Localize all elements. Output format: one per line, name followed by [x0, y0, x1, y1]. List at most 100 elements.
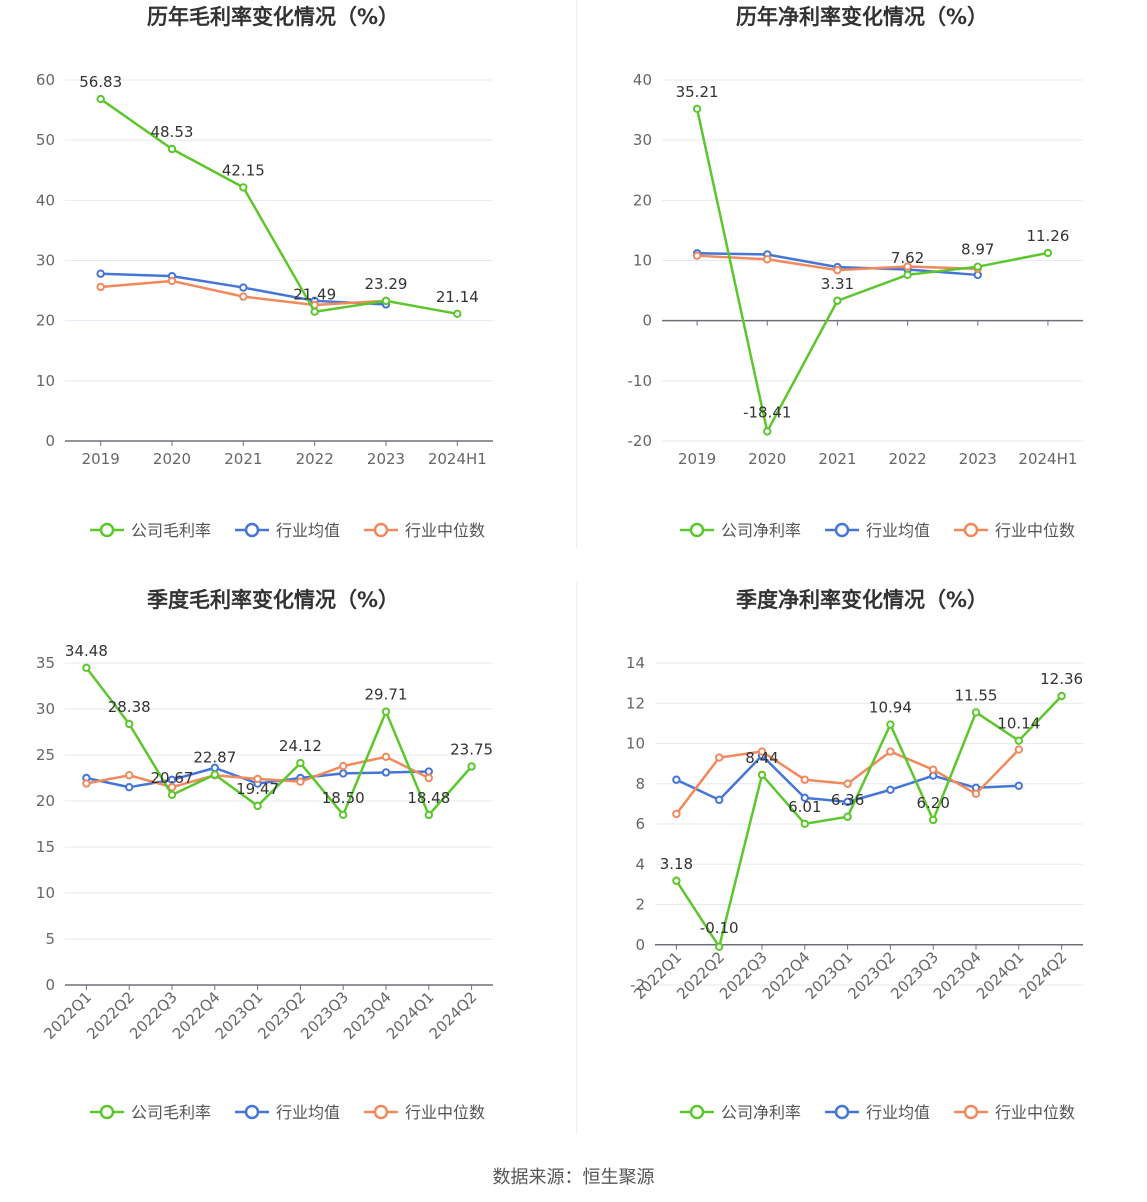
data-point: [253, 801, 262, 811]
legend-marker: [689, 522, 705, 538]
y-tick-label: 40: [36, 191, 55, 209]
legend-label: 公司净利率: [721, 521, 801, 540]
y-tick-label: 50: [36, 131, 55, 149]
data-label: 21.49: [293, 286, 336, 304]
legend-label: 公司净利率: [721, 1103, 801, 1122]
data-label: 6.20: [916, 794, 949, 812]
data-point: [672, 775, 681, 784]
data-point: [833, 296, 842, 305]
data-label: 28.38: [108, 698, 151, 716]
data-point: [96, 94, 105, 104]
data-label: 42.15: [222, 161, 265, 179]
data-point: [96, 269, 105, 278]
data-label: 10.94: [869, 699, 912, 717]
data-point: [239, 292, 248, 301]
data-point: [125, 771, 134, 780]
data-label: 8.97: [961, 241, 994, 259]
y-tick-label: 6: [635, 815, 645, 833]
data-label: 23.75: [450, 741, 493, 759]
y-tick-label: 0: [635, 936, 645, 954]
legend-item: 行业均值: [235, 521, 340, 540]
legend-marker: [99, 1104, 115, 1120]
data-point: [715, 795, 724, 805]
legend-item: 公司毛利率: [90, 521, 211, 540]
y-tick-label: 30: [36, 700, 55, 718]
data-point: [929, 765, 938, 774]
data-label: 10.14: [997, 715, 1040, 733]
x-tick-label: 2022: [888, 450, 926, 468]
x-tick-label: 2024H1: [428, 450, 487, 468]
data-point: [1014, 745, 1023, 754]
data-point: [1043, 248, 1053, 258]
x-tick-label: 2024Q2: [1016, 948, 1071, 1003]
data-point: [800, 775, 809, 784]
y-tick-label: 15: [36, 838, 55, 856]
legend-label: 行业均值: [866, 1103, 930, 1122]
legend-item: 行业中位数: [364, 1103, 485, 1122]
data-point: [715, 942, 724, 951]
data-label: 23.29: [365, 275, 408, 293]
legend-marker: [834, 1104, 850, 1120]
data-point: [672, 809, 681, 819]
y-tick-label: 10: [36, 372, 55, 390]
legend-label: 公司毛利率: [131, 521, 211, 540]
data-point: [763, 255, 772, 264]
data-label: 48.53: [151, 123, 194, 141]
data-label: 35.21: [676, 83, 719, 101]
data-point: [973, 262, 982, 271]
x-tick-label: 2019: [678, 450, 716, 468]
legend-item: 行业中位数: [954, 1103, 1075, 1122]
data-point: [210, 770, 220, 779]
data-label: 24.12: [279, 737, 322, 755]
legend-label: 行业中位数: [405, 1103, 485, 1122]
y-tick-label: 0: [642, 312, 652, 330]
y-tick-label: 5: [45, 930, 55, 948]
data-point: [800, 793, 809, 803]
data-point: [381, 707, 391, 716]
data-label: 12.36: [1040, 670, 1083, 688]
data-point: [453, 309, 462, 319]
data-point: [253, 774, 262, 784]
data-point: [886, 720, 895, 729]
data-point: [339, 769, 348, 778]
y-tick-label: 10: [36, 884, 55, 902]
legend-label: 行业中位数: [995, 1103, 1075, 1122]
legend-item: 行业中位数: [954, 521, 1075, 540]
data-label: 6.01: [788, 798, 821, 816]
legend-item: 公司净利率: [680, 521, 801, 540]
data-point: [843, 812, 852, 821]
data-point: [339, 761, 348, 771]
x-tick-label: 2022: [296, 450, 334, 468]
data-point: [763, 427, 772, 436]
data-label: 18.48: [407, 789, 450, 807]
legend-label: 行业均值: [866, 521, 930, 540]
x-tick-label: 2024Q2: [426, 988, 481, 1043]
data-point: [296, 758, 305, 768]
y-tick-label: 12: [626, 694, 645, 712]
data-point: [903, 262, 912, 271]
legend-item: 行业均值: [235, 1103, 340, 1122]
y-tick-label: 40: [633, 71, 652, 89]
y-tick-label: 10: [633, 252, 652, 270]
x-tick-label: 2023: [959, 450, 997, 468]
data-label: 21.14: [436, 288, 479, 306]
chart-title: 季度净利率变化情况（%）: [736, 588, 988, 612]
legend-marker: [963, 522, 979, 538]
data-point: [296, 777, 305, 786]
y-tick-label: 20: [36, 312, 55, 330]
legend-marker: [963, 1104, 979, 1120]
chart-2: 历年净利率变化情况（%） -20 -10 0 10 20 30 40 2019 2020 2021 2…: [628, 5, 1083, 540]
data-label: 7.62: [891, 249, 924, 267]
data-point: [886, 785, 895, 794]
data-point: [381, 296, 391, 306]
legend-label: 行业中位数: [405, 521, 485, 540]
data-point: [903, 270, 912, 280]
chart-4: 季度净利率变化情况（%）-2024681012142022Q12022Q2202…: [626, 588, 1083, 1122]
data-point: [843, 797, 852, 807]
chart-3: 季度毛利率变化情况（%）051015202530352022Q12022Q220…: [36, 588, 493, 1122]
data-point: [692, 251, 702, 260]
vertical-divider-top: [576, 0, 577, 548]
y-tick-label: -10: [628, 372, 653, 390]
legend-marker: [689, 1104, 705, 1120]
